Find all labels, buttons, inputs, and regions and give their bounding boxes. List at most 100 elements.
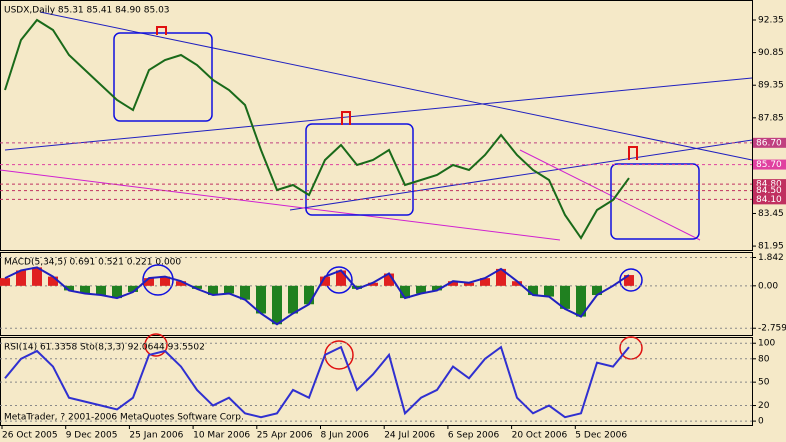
histogram-bar xyxy=(224,285,234,294)
trendline xyxy=(39,11,753,161)
histogram-bar xyxy=(96,285,106,296)
rsi-pane xyxy=(0,337,753,426)
histogram-bar xyxy=(272,285,282,325)
y-tick-label: 20 xyxy=(758,401,770,411)
highlight-circle xyxy=(142,264,174,296)
y-tick-label: 100 xyxy=(758,339,775,349)
marker xyxy=(156,26,167,35)
histogram-bar xyxy=(80,285,90,294)
macd-pane xyxy=(0,252,753,336)
y-tick-label: 80 xyxy=(758,354,770,364)
y-tick-label: 0 xyxy=(758,417,764,427)
x-tick-label: 10 Mar 2006 xyxy=(193,431,250,441)
price-pane xyxy=(0,0,753,251)
trendline xyxy=(289,139,753,211)
trendline xyxy=(4,77,753,151)
series-line xyxy=(4,345,630,419)
x-tick-label: 24 Jul 2006 xyxy=(384,431,435,441)
pane-title: RSI(14) 61.3358 Sto(8,3,3) 92.0644 93.55… xyxy=(4,343,205,353)
y-tick-label: 1.842 xyxy=(758,253,784,263)
level-label: 84.50 xyxy=(756,186,782,196)
highlight-box xyxy=(113,32,213,122)
copyright: MetaTrader, ? 2001-2006 MetaQuotes Softw… xyxy=(4,413,244,423)
trendline xyxy=(519,149,701,241)
histogram-bar xyxy=(32,267,42,286)
y-tick-label: 92.35 xyxy=(758,16,784,26)
histogram-bar xyxy=(464,282,474,286)
y-tick-label: 90.85 xyxy=(758,48,784,58)
y-tick-label: 87.85 xyxy=(758,113,784,123)
histogram-bar xyxy=(384,273,394,286)
x-tick-label: 25 Jan 2006 xyxy=(129,431,183,441)
histogram-bar xyxy=(544,285,554,297)
level-label: 84.10 xyxy=(756,195,782,205)
x-tick-label: 26 Oct 2005 xyxy=(2,431,58,441)
x-tick-label: 25 Apr 2006 xyxy=(257,431,313,441)
level-tag xyxy=(753,137,786,148)
histogram-bar xyxy=(416,285,426,294)
histogram-bar xyxy=(576,285,586,317)
histogram-bar xyxy=(432,285,442,291)
x-tick-label: 20 Oct 2006 xyxy=(512,431,568,441)
marker xyxy=(341,111,351,125)
level-label: 85.70 xyxy=(756,160,782,170)
histogram-bar xyxy=(320,276,330,286)
x-tick-label: 6 Sep 2006 xyxy=(448,431,500,441)
histogram-bar xyxy=(560,285,570,309)
y-tick-label: 0.00 xyxy=(758,281,778,291)
y-tick-label: 89.35 xyxy=(758,81,784,91)
histogram-bar xyxy=(400,285,410,299)
level-label: 86.70 xyxy=(756,138,782,148)
level-label: 84.80 xyxy=(756,180,782,190)
level-tag xyxy=(753,185,786,196)
level-tag xyxy=(753,194,786,205)
histogram-bar xyxy=(208,285,218,296)
highlight-box xyxy=(305,123,414,216)
histogram-bar xyxy=(160,276,170,286)
y-tick-label: 50 xyxy=(758,378,770,388)
macd-line xyxy=(4,266,630,326)
histogram-bar xyxy=(592,285,602,296)
drawings xyxy=(0,11,753,370)
y-tick-label: 83.45 xyxy=(758,209,784,219)
x-tick-label: 9 Dec 2005 xyxy=(66,431,118,441)
frames xyxy=(0,0,753,426)
histogram-bar xyxy=(128,285,138,292)
x-tick-label: 8 Jun 2006 xyxy=(321,431,370,441)
histogram-bar xyxy=(0,278,10,286)
level-tag xyxy=(753,179,786,190)
histogram-bar xyxy=(496,268,506,286)
histogram-bar xyxy=(448,281,458,286)
histogram-bar xyxy=(144,278,154,286)
histogram-bar xyxy=(512,281,522,286)
histogram-bar xyxy=(336,270,346,286)
histogram-bar xyxy=(112,285,122,299)
histogram-bar xyxy=(352,285,362,289)
histogram-bar xyxy=(16,270,26,286)
histogram-bar xyxy=(192,285,202,289)
histogram-bar xyxy=(48,276,58,286)
histogram-bar xyxy=(624,275,634,286)
level-tag xyxy=(753,159,786,170)
histogram-bar xyxy=(256,285,266,314)
histogram-bar xyxy=(288,285,298,314)
trendline xyxy=(0,169,561,241)
histogram-bar xyxy=(480,278,490,286)
highlight-circle xyxy=(144,333,168,357)
pane-title: MACD(5,34,5) 0.691 0.521 0.221 0.000 xyxy=(4,258,181,268)
histogram-bar xyxy=(528,285,538,296)
series-line xyxy=(4,18,630,240)
y-tick-label: -2.759 xyxy=(758,324,786,334)
histogram-bar xyxy=(240,285,250,300)
histogram-bar xyxy=(64,285,74,291)
x-tick-label: 5 Dec 2006 xyxy=(575,431,627,441)
y-tick-label: 81.95 xyxy=(758,242,784,252)
histogram-bar xyxy=(368,282,378,286)
histogram-bar xyxy=(304,285,314,305)
histogram-bar xyxy=(176,281,186,286)
marker xyxy=(628,146,638,160)
pane-title: USDX,Daily 85.31 85.41 84.90 85.03 xyxy=(4,6,170,16)
